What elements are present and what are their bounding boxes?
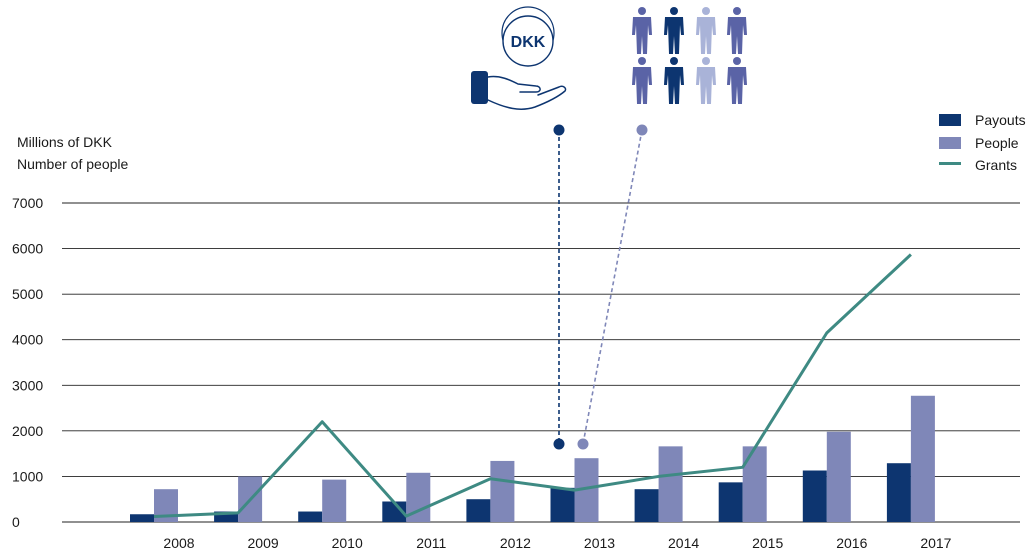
person-icon bbox=[727, 7, 747, 54]
x-tick-label: 2013 bbox=[584, 535, 615, 551]
legend-label-people: People bbox=[975, 135, 1019, 151]
person-icon bbox=[696, 57, 716, 104]
y-tick-label: 1000 bbox=[12, 468, 43, 484]
payouts-connector-bottom-dot bbox=[553, 438, 565, 450]
bar-payouts bbox=[634, 489, 659, 522]
legend-label-payouts: Payouts bbox=[975, 112, 1026, 128]
legend-swatch-grants bbox=[939, 162, 961, 165]
bar-payouts bbox=[550, 487, 575, 522]
x-tick-label: 2011 bbox=[416, 535, 446, 551]
grants-line-group bbox=[153, 253, 912, 519]
gridlines bbox=[62, 202, 1020, 523]
grants-line bbox=[153, 253, 912, 519]
bar-payouts bbox=[382, 501, 407, 522]
y-tick-label: 0 bbox=[12, 514, 20, 530]
y-axis-label-line-2: Number of people bbox=[17, 156, 129, 172]
bar-payouts bbox=[802, 470, 827, 522]
bar-people bbox=[658, 446, 683, 522]
y-tick-label: 6000 bbox=[12, 241, 43, 257]
payouts-connector-top-dot bbox=[553, 124, 565, 136]
bars bbox=[130, 395, 935, 522]
bar-people bbox=[742, 446, 767, 522]
x-tick-label: 2012 bbox=[500, 535, 531, 551]
people-group-icon bbox=[632, 7, 747, 104]
legend: Payouts People Grants bbox=[939, 112, 1026, 173]
x-tick-label: 2009 bbox=[248, 535, 279, 551]
legend-swatch-payouts bbox=[939, 114, 961, 126]
person-icon bbox=[696, 7, 716, 54]
people-connector bbox=[582, 129, 643, 445]
y-tick-label: 2000 bbox=[12, 423, 43, 439]
bar-people bbox=[826, 431, 851, 522]
x-tick-label: 2015 bbox=[752, 535, 783, 551]
person-icon bbox=[727, 57, 747, 104]
bar-people bbox=[910, 395, 935, 522]
bar-payouts bbox=[466, 499, 491, 522]
legend-label-grants: Grants bbox=[975, 157, 1017, 173]
x-tick-label: 2014 bbox=[668, 535, 699, 551]
hand-with-coin-icon: DKK bbox=[471, 6, 567, 110]
bar-payouts bbox=[130, 514, 154, 522]
y-tick-labels: 0 1000 2000 3000 4000 5000 6000 7000 bbox=[12, 195, 43, 530]
x-tick-label: 2008 bbox=[163, 535, 194, 551]
person-icon bbox=[664, 57, 684, 104]
bar-payouts bbox=[214, 511, 239, 522]
people-connector-top-dot bbox=[636, 124, 648, 136]
people-connector-bottom-dot bbox=[577, 438, 589, 450]
bar-payouts bbox=[718, 482, 743, 522]
y-tick-label: 3000 bbox=[12, 377, 43, 393]
bar-people bbox=[322, 479, 347, 522]
x-tick-label: 2010 bbox=[332, 535, 363, 551]
bar-payouts bbox=[298, 511, 323, 522]
bar-payouts bbox=[886, 463, 911, 522]
y-axis-label-line-1: Millions of DKK bbox=[17, 134, 113, 150]
y-tick-label: 7000 bbox=[12, 195, 43, 211]
y-tick-label: 5000 bbox=[12, 286, 43, 302]
x-tick-label: 2016 bbox=[836, 535, 867, 551]
annotation-connectors bbox=[553, 124, 648, 450]
y-tick-label: 4000 bbox=[12, 332, 43, 348]
person-icon bbox=[664, 7, 684, 54]
coin-label: DKK bbox=[511, 34, 546, 51]
bar-people bbox=[490, 460, 515, 522]
x-tick-labels: 2008 2009 2010 2011 2012 2013 2014 2015 2016 2017 bbox=[163, 535, 951, 551]
x-tick-label: 2017 bbox=[920, 535, 951, 551]
person-icon bbox=[632, 57, 652, 104]
legend-swatch-people bbox=[939, 137, 961, 149]
person-icon bbox=[632, 7, 652, 54]
